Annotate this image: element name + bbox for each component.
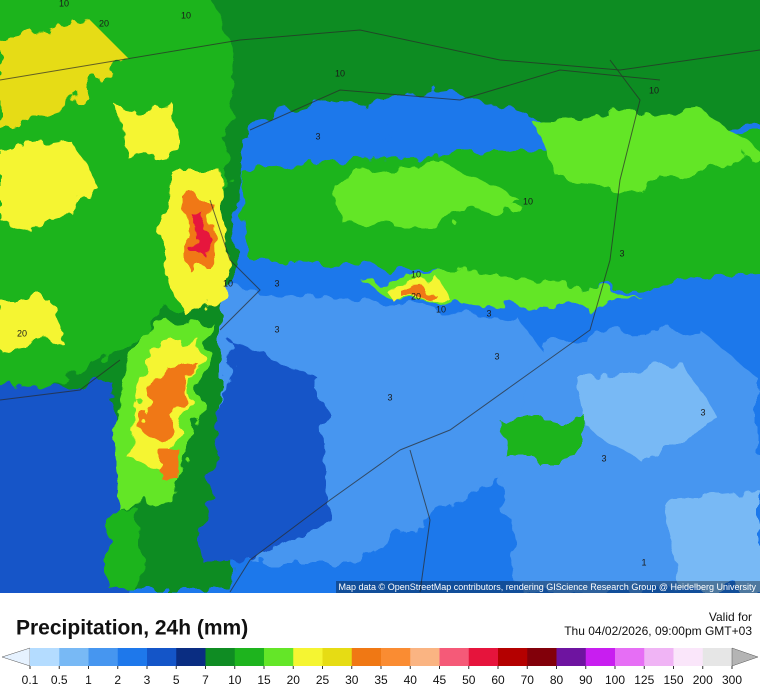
colorbar-segment: [30, 648, 60, 666]
attribution: Map data © OpenStreetMap contributors, r…: [339, 582, 757, 592]
contour-label: 20: [17, 328, 27, 338]
valid-time: Thu 04/02/2026, 09:00pm GMT+03: [564, 624, 752, 638]
colorbar-label: 300: [722, 673, 742, 687]
contour-label: 10: [649, 85, 659, 95]
colorbar-label: 150: [663, 673, 683, 687]
contour-label: 3: [486, 308, 491, 318]
colorbar-label: 100: [605, 673, 625, 687]
contour-label: 10: [181, 10, 191, 20]
colorbar-label: 200: [693, 673, 713, 687]
contour-label: 20: [411, 291, 421, 301]
colorbar-label: 60: [491, 673, 505, 687]
colorbar-label: 15: [257, 673, 271, 687]
colorbar-segment: [381, 648, 411, 666]
contour-label: 3: [601, 453, 606, 463]
colorbar-segment: [351, 648, 382, 666]
contour-label: 20: [99, 18, 109, 28]
colorbar-segment: [117, 648, 148, 666]
colorbar-label: 0.1: [22, 673, 39, 687]
contour-label: 10: [411, 269, 421, 279]
colorbar-label: 80: [550, 673, 564, 687]
attribution-background: [336, 581, 760, 593]
contour-label: 10: [59, 0, 69, 8]
contour-label: 10: [523, 196, 533, 206]
colorbar-segment: [615, 648, 645, 666]
contour-label: 10: [436, 304, 446, 314]
contour-label: 3: [315, 131, 320, 141]
borders: [0, 29, 760, 593]
colorbar-segment: [673, 648, 704, 666]
colorbar-label: 1: [85, 673, 92, 687]
colorbar-segment: [205, 648, 236, 666]
colorbar-label: 2: [114, 673, 121, 687]
contour-label: 10: [223, 278, 233, 288]
colorbar-segment: [644, 648, 674, 666]
colorbar-label: 25: [316, 673, 330, 687]
colorbar-segment: [264, 648, 294, 666]
valid-label: Valid for: [709, 610, 752, 624]
colorbar-segment: [527, 648, 557, 666]
contour-label: 3: [700, 407, 705, 417]
colorbar-label: 0.5: [51, 673, 68, 687]
colorbar-segment: [293, 648, 323, 666]
colorbar-segment: [59, 648, 89, 666]
colorbar-segment: [410, 648, 440, 666]
contour-label: 3: [274, 324, 279, 334]
colorbar-segment: [585, 648, 616, 666]
colorbar-segment: [176, 648, 206, 666]
contour-labels: 10 20 10 10 3 10 10 3 10 3 20 10 3 3 3 10 3 3 20 3 1: [17, 0, 706, 567]
colorbar-label: 70: [521, 673, 535, 687]
colorbar-segment: [322, 648, 353, 666]
colorbar-label: 3: [144, 673, 151, 687]
colorbar-segment: [556, 648, 587, 666]
colorbar-label: 10: [228, 673, 242, 687]
colorbar-label: 30: [345, 673, 359, 687]
colorbar: 0.1 0.5 1 2 3 5 7 10 15 20 25 30 35 40 45 50 60 70 80 90 100…: [1, 647, 759, 687]
contour-label: 3: [274, 278, 279, 288]
colorbar-segment: [88, 648, 119, 666]
colorbar-label: 90: [579, 673, 593, 687]
contour-label: 1: [641, 557, 646, 567]
colorbar-label: 40: [404, 673, 418, 687]
legend-panel: [0, 593, 760, 694]
contour-label: 10: [335, 68, 345, 78]
colorbar-above-arrow: [731, 647, 759, 667]
colorbar-label: 20: [287, 673, 301, 687]
contour-label: 3: [619, 248, 624, 258]
contour-label: 3: [494, 351, 499, 361]
colorbar-label: 50: [462, 673, 476, 687]
colorbar-segment: [498, 648, 528, 666]
colorbar-label: 45: [433, 673, 447, 687]
colorbar-label: 5: [173, 673, 180, 687]
contour-label: 3: [387, 392, 392, 402]
colorbar-label: 35: [374, 673, 388, 687]
colorbar-segment: [234, 648, 265, 666]
colorbar-label: 125: [634, 673, 654, 687]
precipitation-field: [0, 0, 760, 610]
colorbar-label: 7: [202, 673, 209, 687]
title: Precipitation, 24h (mm): [16, 617, 248, 640]
colorbar-segment: [439, 648, 470, 666]
colorbar-segment: [468, 648, 499, 666]
colorbar-segment: [702, 648, 733, 666]
colorbar-segment: [147, 648, 177, 666]
